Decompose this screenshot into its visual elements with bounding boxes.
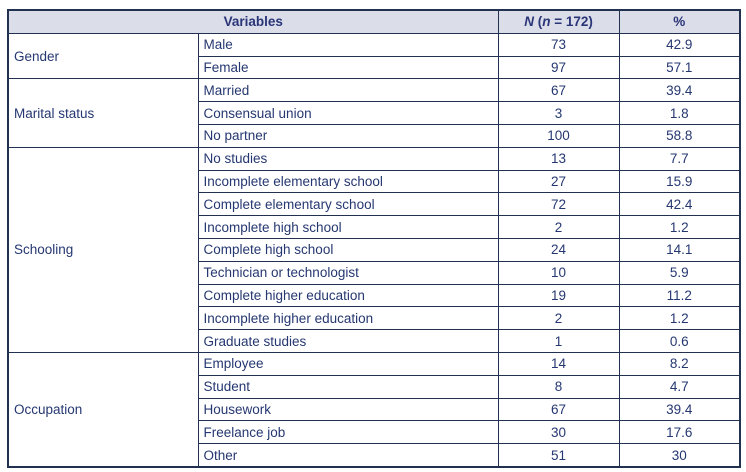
table-row: Complete elementary school 72 42.4	[8, 192, 741, 217]
pct-cell: 57.1	[618, 55, 741, 80]
n-cell: 14	[497, 351, 620, 376]
pct-cell: 8.2	[618, 351, 741, 376]
table-row: Occupation Employee 14 8.2	[7, 351, 741, 468]
pct-cell: 1.2	[618, 306, 741, 331]
n-cell: 2	[497, 215, 620, 239]
pct-cell: 42.4	[618, 192, 741, 217]
pct-cell: 4.7	[618, 374, 741, 399]
n-cell: 30	[497, 420, 620, 445]
pct-cell: 0.6	[618, 329, 741, 353]
n-cell: 67	[497, 397, 620, 422]
n-cell: 8	[497, 374, 620, 399]
n-cell: 24	[497, 237, 620, 262]
pct-cell: 30	[618, 443, 741, 468]
table-row: Marital status Married 67 39.4	[7, 78, 741, 148]
table-row: Complete high school 24 14.1	[8, 237, 741, 262]
variable-cell: Technician or technologist	[197, 260, 499, 285]
pct-cell: 1.2	[618, 215, 741, 239]
group-cell-marital-status: Marital status	[7, 78, 199, 148]
n-cell: 19	[497, 283, 620, 308]
variable-cell: Employee	[197, 351, 499, 376]
pct-cell: 14.1	[618, 237, 741, 262]
table-row: No partner 100 58.8	[8, 123, 741, 148]
variable-cell: Complete higher education	[197, 283, 499, 308]
pct-cell: 42.9	[618, 32, 741, 57]
pct-cell: 7.7	[618, 146, 741, 171]
variable-cell: No partner	[197, 123, 499, 148]
table-header-row: Variables N (n = 172) %	[7, 9, 741, 34]
group-cell-occupation: Occupation	[7, 351, 199, 468]
pct-cell: 17.6	[618, 420, 741, 445]
table-row: Female 97 57.1	[8, 55, 741, 80]
table-row: Schooling No studies 13 7.7	[7, 146, 741, 353]
n-cell: 100	[497, 123, 620, 148]
table-row: Housework 67 39.4	[8, 397, 741, 422]
pct-cell: 39.4	[618, 78, 741, 103]
n-cell: 27	[497, 169, 620, 194]
variable-cell: No studies	[197, 146, 499, 171]
n-cell: 13	[497, 146, 620, 171]
n-cell: 73	[497, 32, 620, 57]
pct-cell: 58.8	[618, 123, 741, 148]
group-cell-gender: Gender	[7, 32, 199, 80]
pct-cell: 5.9	[618, 260, 741, 285]
table-row: Complete higher education 19 11.2	[8, 283, 741, 308]
variable-cell: Incomplete elementary school	[197, 169, 499, 194]
group-cell-schooling: Schooling	[7, 146, 199, 353]
header-n-symbol: N	[524, 14, 534, 30]
table-row: Other 51 30	[8, 443, 741, 468]
demographics-table: Variables N (n = 172) % Gender Male 73 4…	[7, 9, 742, 468]
variable-cell: Male	[197, 32, 499, 57]
variable-cell: Student	[197, 374, 499, 399]
pct-cell: 39.4	[618, 397, 741, 422]
variable-cell: Incomplete higher education	[197, 306, 499, 331]
table-row: Freelance job 30 17.6	[8, 420, 741, 445]
n-cell: 97	[497, 55, 620, 80]
table-row: Gender Male 73 42.9	[7, 32, 741, 80]
variable-cell: Complete elementary school	[197, 192, 499, 217]
header-n-inner-symbol: n	[542, 14, 551, 30]
table-row: Technician or technologist 10 5.9	[8, 260, 741, 285]
pct-cell: 1.8	[618, 101, 741, 125]
variable-cell: Incomplete high school	[197, 215, 499, 239]
n-cell: 1	[497, 329, 620, 353]
variable-cell: Married	[197, 78, 499, 103]
header-variables: Variables	[7, 9, 499, 34]
n-cell: 2	[497, 306, 620, 331]
header-percent: %	[618, 9, 741, 34]
n-cell: 3	[497, 101, 620, 125]
variable-cell: Housework	[197, 397, 499, 422]
table-row: Incomplete elementary school 27 15.9	[8, 169, 741, 194]
variable-cell: Female	[197, 55, 499, 80]
n-cell: 51	[497, 443, 620, 468]
variable-cell: Freelance job	[197, 420, 499, 445]
n-cell: 67	[497, 78, 620, 103]
table-row: Consensual union 3 1.8	[8, 101, 741, 125]
pct-cell: 15.9	[618, 169, 741, 194]
variable-cell: Consensual union	[197, 101, 499, 125]
table-row: Student 8 4.7	[8, 374, 741, 399]
table-row: Graduate studies 1 0.6	[8, 329, 741, 353]
n-cell: 10	[497, 260, 620, 285]
variable-cell: Graduate studies	[197, 329, 499, 353]
variable-cell: Other	[197, 443, 499, 468]
header-n: N (n = 172)	[497, 9, 620, 34]
variable-cell: Complete high school	[197, 237, 499, 262]
n-cell: 72	[497, 192, 620, 217]
pct-cell: 11.2	[618, 283, 741, 308]
